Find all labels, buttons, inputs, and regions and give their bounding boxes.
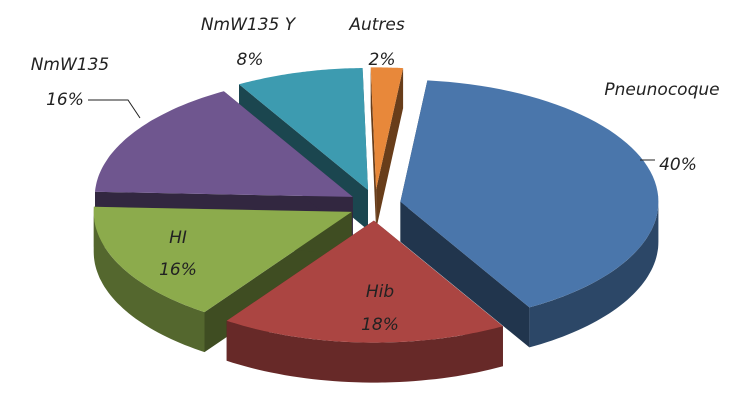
category-label: HI [169, 228, 187, 248]
category-label: Pneunocoque [604, 80, 719, 100]
pie [93, 67, 659, 383]
leader-line [88, 99, 141, 119]
category-label: Autres [348, 15, 405, 35]
slice [93, 206, 352, 313]
category-label: NmW135 [31, 55, 110, 75]
slice-side [376, 68, 404, 230]
value-label: 2% [369, 50, 396, 70]
slice-side [370, 67, 377, 230]
value-label: 18% [361, 315, 399, 335]
slice [370, 67, 404, 190]
value-label: 8% [237, 50, 264, 70]
value-label: 16% [159, 260, 197, 280]
slice [239, 68, 368, 190]
category-label: Hib [366, 282, 394, 302]
slice [400, 80, 659, 308]
category-label: NmW135 Y [201, 15, 297, 35]
value-label: 16% [46, 90, 84, 110]
slice-side [400, 201, 530, 348]
slice [226, 220, 503, 343]
slice-wall [226, 320, 503, 383]
labels: Pneunocoque 40% Hib 18% HI 16% NmW135 16% NmW135… [31, 15, 720, 335]
slice-wall [93, 211, 205, 353]
slice-wall [529, 201, 659, 348]
slice [95, 91, 353, 197]
value-label: 40% [659, 155, 697, 175]
